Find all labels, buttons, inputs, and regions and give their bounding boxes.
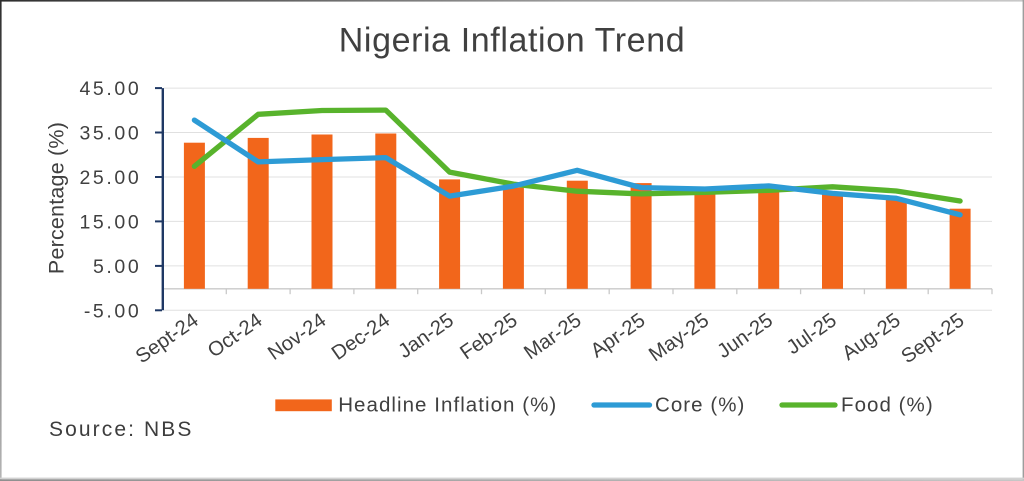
svg-text:25.00: 25.00 bbox=[79, 167, 141, 189]
svg-text:Oct-24: Oct-24 bbox=[204, 309, 266, 362]
svg-text:Jun-25: Jun-25 bbox=[714, 309, 777, 363]
svg-text:Sept-25: Sept-25 bbox=[898, 309, 969, 368]
svg-text:Source: NBS: Source: NBS bbox=[49, 418, 194, 441]
svg-text:Feb-25: Feb-25 bbox=[456, 309, 521, 364]
svg-text:Percentage (%): Percentage (%) bbox=[45, 122, 69, 274]
svg-text:Apr-25: Apr-25 bbox=[587, 309, 649, 362]
svg-text:5.00: 5.00 bbox=[93, 256, 141, 278]
svg-text:Sept-24: Sept-24 bbox=[132, 309, 203, 368]
svg-text:Core (%): Core (%) bbox=[655, 393, 745, 416]
svg-text:35.00: 35.00 bbox=[79, 123, 141, 145]
svg-text:-5.00: -5.00 bbox=[84, 300, 141, 322]
svg-text:Jan-25: Jan-25 bbox=[394, 309, 457, 363]
svg-text:Headline Inflation (%): Headline Inflation (%) bbox=[338, 393, 557, 416]
svg-text:15.00: 15.00 bbox=[79, 211, 141, 233]
svg-text:Aug-25: Aug-25 bbox=[838, 309, 904, 365]
svg-text:Jul-25: Jul-25 bbox=[783, 309, 841, 359]
svg-text:May-25: May-25 bbox=[645, 309, 713, 366]
svg-text:Nov-24: Nov-24 bbox=[264, 309, 330, 365]
svg-text:Nigeria Inflation Trend: Nigeria Inflation Trend bbox=[339, 22, 685, 60]
svg-text:Food (%): Food (%) bbox=[841, 393, 934, 416]
svg-text:45.00: 45.00 bbox=[79, 78, 141, 100]
svg-text:Dec-24: Dec-24 bbox=[328, 309, 394, 365]
svg-text:Mar-25: Mar-25 bbox=[520, 309, 585, 364]
